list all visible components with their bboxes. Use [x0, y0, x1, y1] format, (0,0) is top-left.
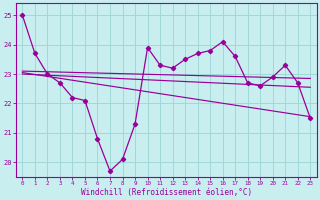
X-axis label: Windchill (Refroidissement éolien,°C): Windchill (Refroidissement éolien,°C)	[81, 188, 252, 197]
